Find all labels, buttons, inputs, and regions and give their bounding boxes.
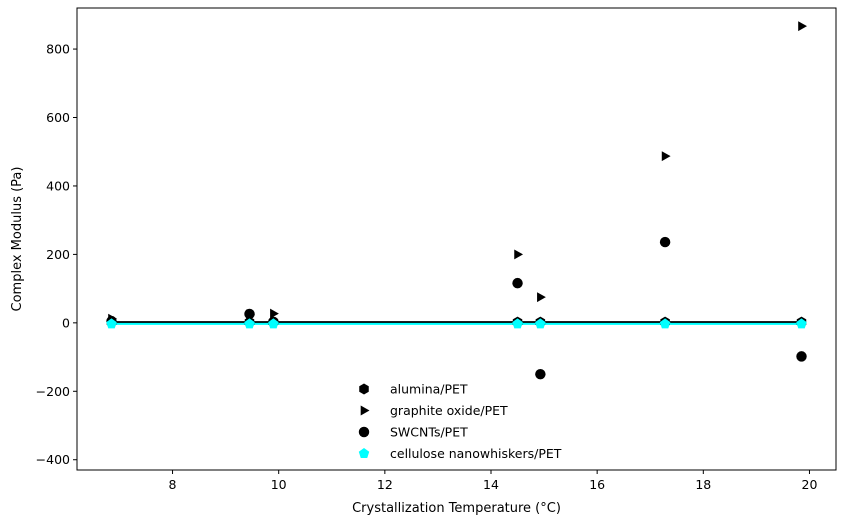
y-tick-label: 800 [46,42,70,57]
legend-item-alumina-pet: alumina/PET [359,382,468,397]
data-point [268,318,279,329]
y-tick-label: 200 [46,247,70,262]
y-tick-label: 0 [62,315,70,330]
legend-marker [358,448,370,458]
data-points [106,21,807,380]
legend-label: SWCNTs/PET [390,425,468,440]
y-axis-label: Complex Modulus (Pa) [10,167,25,312]
data-point [270,308,279,319]
y-tick-label: −200 [36,384,70,399]
data-point [512,318,523,329]
legend-marker [359,383,369,395]
data-point [659,236,671,248]
data-point [659,318,671,329]
legend-marker [360,405,370,416]
legend-item-graphite-oxide-pet: graphite oxide/PET [360,403,508,418]
legend-item-cellulose-nanowhiskers-pet: cellulose nanowhiskers/PET [358,446,562,461]
x-tick-label: 12 [377,477,393,492]
x-tick-label: 14 [483,477,499,492]
data-point [661,151,671,162]
x-tick-label: 20 [802,477,818,492]
y-tick-label: 400 [46,178,70,193]
series-swcnts-pet [106,236,807,380]
data-point [796,318,807,329]
data-point [537,292,546,303]
y-tick-label: 600 [46,110,70,125]
y-axis-ticks: −400 −200 0 200 400 600 800 [36,42,77,467]
legend-label: cellulose nanowhiskers/PET [390,446,562,461]
data-point [514,249,524,260]
x-axis-label: Crystallization Temperature (°C) [352,501,561,516]
data-point [535,318,546,329]
data-point [796,351,807,362]
x-tick-label: 8 [169,477,177,492]
legend-marker [358,426,370,438]
data-point [244,318,255,329]
x-axis-ticks: 8 10 12 14 16 18 20 [169,470,818,492]
data-point [535,368,546,380]
x-tick-label: 16 [589,477,605,492]
legend-item-swcnts-pet: SWCNTs/PET [358,425,468,440]
legend: alumina/PET graphite oxide/PET SWCNTs/PET c… [358,382,562,461]
data-point [798,21,807,32]
data-point [106,318,117,329]
data-point [512,277,523,289]
trend-lines [111,321,802,325]
series-graphite-oxide-pet [108,21,807,324]
legend-label: alumina/PET [390,382,468,397]
plot-frame [76,7,837,471]
legend-label: graphite oxide/PET [390,403,508,418]
x-tick-label: 18 [695,477,711,492]
x-tick-label: 10 [271,477,287,492]
series-cellulose-nanowhiskers-pet [106,318,807,329]
data-point [244,308,255,320]
y-tick-label: −400 [36,452,70,467]
